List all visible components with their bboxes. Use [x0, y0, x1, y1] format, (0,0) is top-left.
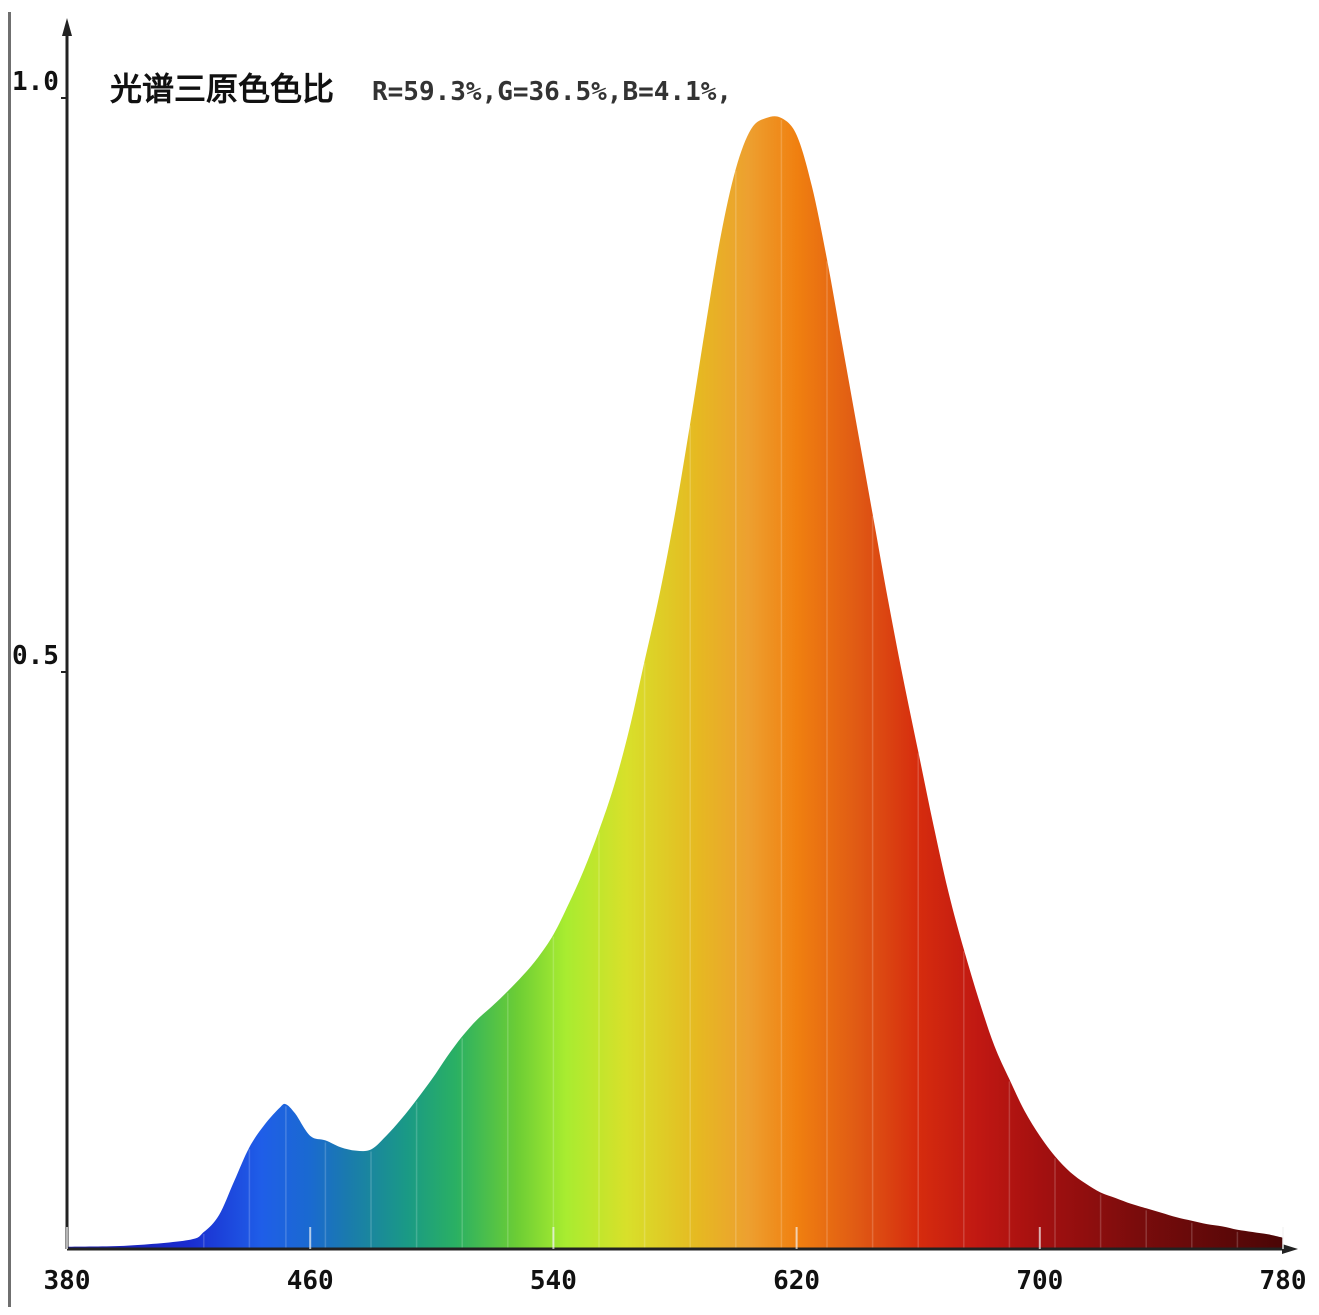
x-tick-label: 460	[287, 1266, 334, 1296]
y-tick-label: 1.0	[12, 67, 59, 97]
y-tick-label: 0.5	[12, 641, 59, 671]
x-tick-label: 380	[44, 1266, 91, 1296]
x-tick-label: 780	[1260, 1266, 1307, 1296]
frame-left-border	[8, 12, 11, 1307]
x-tick-label: 700	[1016, 1266, 1063, 1296]
y-axis-arrow-icon	[62, 18, 72, 36]
x-tick-label: 540	[530, 1266, 577, 1296]
spectrum-area	[67, 116, 1283, 1249]
chart-subtitle: R=59.3%,G=36.5%,B=4.1%,	[372, 77, 732, 107]
chart-title: 光谱三原色色比	[110, 70, 334, 108]
x-axis-arrow-icon	[1282, 1244, 1298, 1254]
x-tick-label: 620	[773, 1266, 820, 1296]
